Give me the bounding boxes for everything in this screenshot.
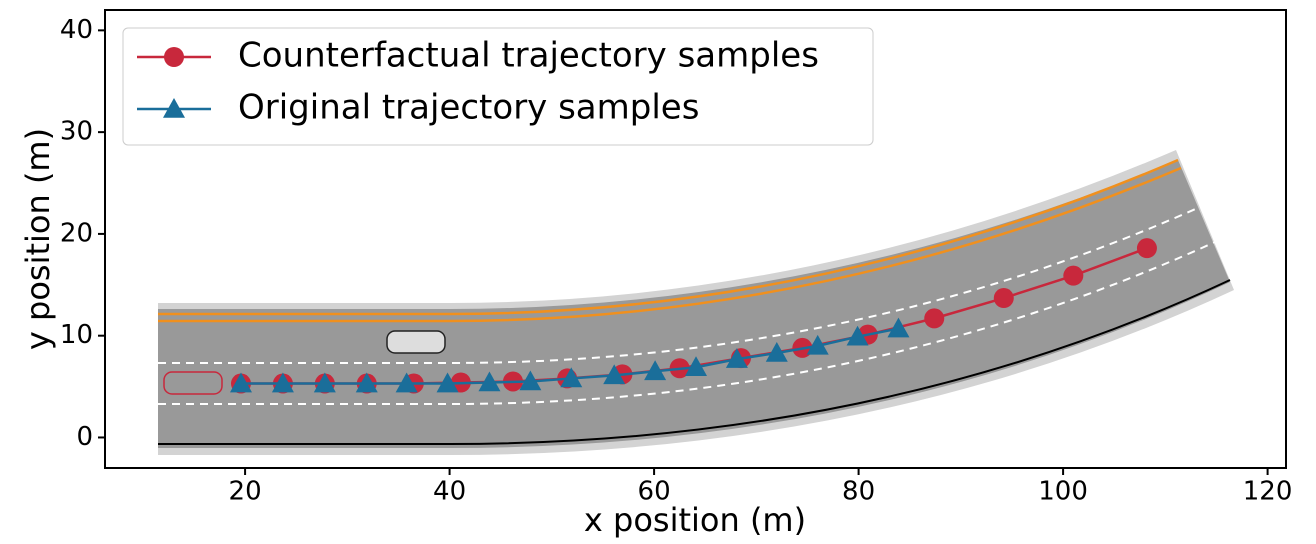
marker-triangle	[163, 98, 185, 118]
marker-triangle	[271, 372, 294, 393]
marker-circle	[1136, 238, 1157, 259]
x-axis-label: x position (m)	[584, 501, 806, 539]
marker-triangle	[313, 372, 336, 393]
marker-triangle	[395, 372, 418, 393]
marker-triangle	[685, 356, 708, 377]
lane-line	[158, 206, 1201, 364]
marker-triangle	[519, 370, 542, 391]
marker-circle	[1063, 265, 1084, 286]
marker-triangle	[806, 334, 829, 355]
axes-frame	[104, 9, 1287, 469]
road-edge-black	[158, 279, 1231, 445]
y-axis-label: y position (m)	[19, 128, 57, 350]
legend-label: Original trajectory samples	[238, 88, 699, 128]
car-icon	[163, 371, 223, 395]
legend-box	[122, 27, 874, 146]
marker-triangle	[725, 348, 748, 368]
road	[158, 150, 1234, 455]
marker-triangle	[355, 372, 378, 393]
marker-circle	[993, 288, 1014, 309]
marker-circle	[924, 308, 945, 329]
road-edge-orange	[158, 166, 1182, 323]
marker-triangle	[644, 360, 667, 381]
legend: Counterfactual trajectory samples Origina…	[122, 27, 874, 146]
legend-label: Counterfactual trajectory samples	[238, 36, 819, 76]
marker-triangle	[436, 372, 459, 393]
x-tick-label: 40	[433, 477, 466, 507]
y-tick-label: 40	[60, 15, 93, 45]
y-tick-label: 0	[76, 422, 93, 452]
lane-line	[158, 241, 1216, 405]
marker-triangle	[560, 367, 583, 388]
x-tick-label: 120	[1243, 477, 1293, 507]
marker-triangle	[887, 317, 910, 338]
marker-triangle	[603, 364, 626, 385]
y-tick-label: 20	[60, 218, 93, 248]
road-edge-orange	[158, 158, 1179, 316]
marker-triangle	[478, 371, 501, 392]
y-tick-label: 30	[60, 117, 93, 147]
car-icon	[386, 330, 446, 354]
x-tick-label: 80	[842, 477, 875, 507]
marker-triangle	[765, 341, 788, 362]
marker-triangle	[846, 325, 869, 346]
x-tick-label: 100	[1038, 477, 1088, 507]
x-tick-label: 20	[229, 477, 262, 507]
y-tick-label: 10	[60, 320, 93, 350]
marker-circle	[164, 47, 184, 67]
marker-triangle	[229, 372, 252, 393]
plot-area	[229, 238, 1157, 394]
x-tick-label: 60	[638, 477, 671, 507]
